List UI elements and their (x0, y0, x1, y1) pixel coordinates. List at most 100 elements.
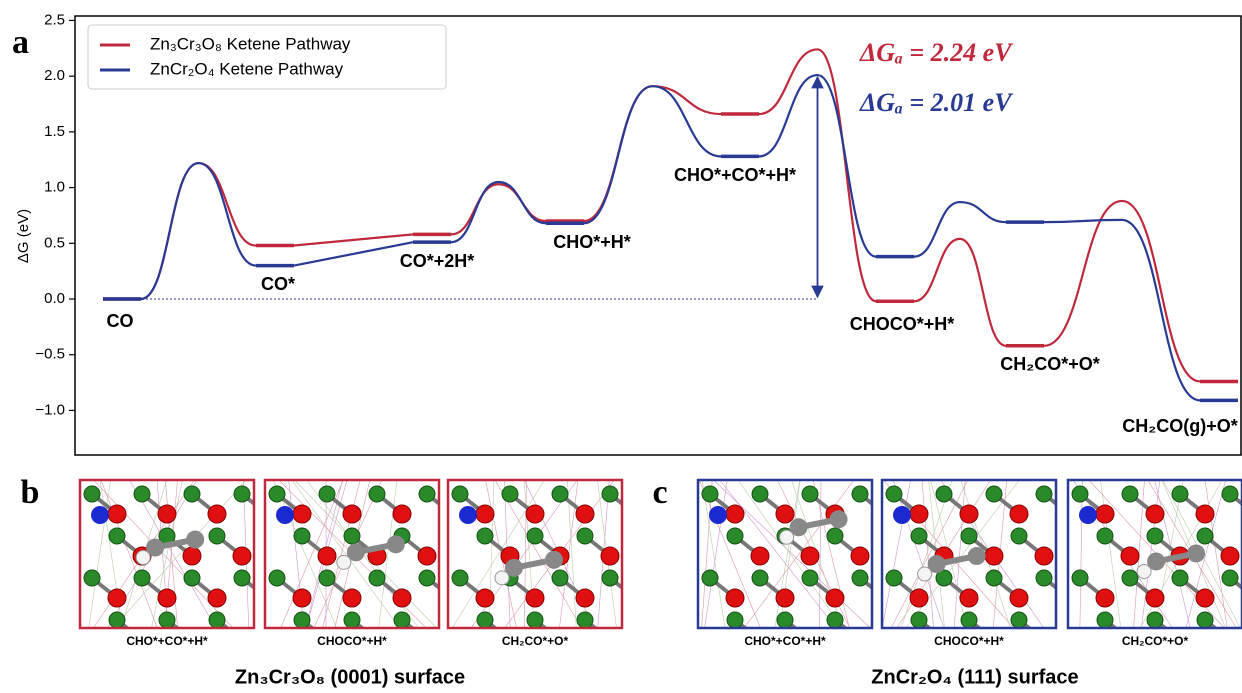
bond (635, 536, 660, 556)
atom-o (1035, 631, 1053, 649)
atom-cr (961, 528, 977, 544)
atom-cr (209, 528, 225, 544)
image-label: CHO*+CO*+H* (744, 634, 826, 648)
atom-o (1096, 589, 1114, 607)
atom-h (337, 555, 351, 569)
atom-h (1137, 564, 1151, 578)
atom-o (258, 589, 276, 607)
atom-o (443, 589, 461, 607)
atom-cr (986, 486, 1002, 502)
structure (699, 480, 919, 649)
atom-cr (269, 570, 285, 586)
atom-cr (259, 612, 275, 628)
atom-o (108, 589, 126, 607)
atom-cr (1122, 486, 1138, 502)
bond-line (524, 480, 526, 628)
atom-cr (1097, 528, 1113, 544)
atom-cr (1036, 570, 1052, 586)
bond (267, 620, 292, 640)
atom-cr (1072, 486, 1088, 502)
atom-o (1196, 505, 1214, 523)
atom-cr (852, 486, 868, 502)
atom-cr (911, 612, 927, 628)
atom-cr (886, 570, 902, 586)
atom-o (651, 547, 669, 565)
atom-cr (1122, 570, 1138, 586)
atom-cr (852, 570, 868, 586)
atom-o (183, 547, 201, 565)
atom-cr (419, 486, 435, 502)
atom-cr (1172, 486, 1188, 502)
atom-o (751, 547, 769, 565)
state-label: CH₂CO*+O* (1000, 354, 1100, 374)
atom-o (1085, 631, 1103, 649)
atom-cr (802, 486, 818, 502)
annotation: ΔGₐ = 2.01 eV (859, 88, 1014, 117)
atom-o (776, 589, 794, 607)
atom-o (985, 547, 1003, 565)
state-label: CHO*+H* (553, 232, 631, 252)
atom-cr (752, 570, 768, 586)
atom-cr (344, 528, 360, 544)
state-label: CO (107, 311, 134, 331)
atom-o (1146, 505, 1164, 523)
atom-o (626, 589, 644, 607)
atom-cr (134, 486, 150, 502)
atom-cr (109, 612, 125, 628)
atom-zn (1079, 506, 1097, 524)
atom-cr (1147, 612, 1163, 628)
atom-zn (459, 506, 477, 524)
state-label: CHOCO*+H* (850, 314, 955, 334)
atom-cr (109, 528, 125, 544)
atom-o (283, 631, 301, 649)
atom-o (910, 505, 928, 523)
atom-o (158, 589, 176, 607)
y-tick-label: 0.5 (44, 234, 65, 251)
atom-cr (234, 570, 250, 586)
atom-o (960, 505, 978, 523)
annotation: ΔGₐ = 2.24 eV (859, 38, 1014, 67)
structure (452, 480, 669, 649)
atom-cr (1011, 612, 1027, 628)
atom-cr (752, 486, 768, 502)
atom-cr (477, 528, 493, 544)
atom-cr (911, 528, 927, 544)
image-label: CHO*+CO*+H* (126, 634, 208, 648)
atom-cr (961, 612, 977, 628)
atom-o (1010, 505, 1028, 523)
atom-o (108, 505, 126, 523)
bond (635, 620, 660, 640)
atom-cr (84, 486, 100, 502)
atom-cr (827, 612, 843, 628)
atom-o (418, 547, 436, 565)
atom-cr (159, 612, 175, 628)
atom-o (526, 505, 544, 523)
atom-o (343, 589, 361, 607)
atom-h (918, 567, 932, 581)
atom-o (526, 589, 544, 607)
atom-cr (1036, 486, 1052, 502)
atom-cr (1197, 528, 1213, 544)
transition-curve (584, 86, 721, 223)
y-tick-label: 2.0 (44, 67, 65, 84)
y-tick-label: −1.0 (35, 401, 65, 418)
atom-o (233, 631, 251, 649)
structure (1072, 480, 1242, 649)
figure: a ΔG (eV) −1.0−0.50.00.51.01.52.02.5COCO… (0, 0, 1242, 693)
atom-cr (702, 486, 718, 502)
atom-cr (602, 570, 618, 586)
atom-cr (552, 486, 568, 502)
atom-o (1010, 589, 1028, 607)
atom-cr (1072, 570, 1088, 586)
atom-cr (344, 612, 360, 628)
atom-o (208, 505, 226, 523)
atom-cr (936, 486, 952, 502)
atom-cr (702, 570, 718, 586)
atom-c (968, 547, 986, 565)
atom-o (283, 547, 301, 565)
atom-cr (802, 570, 818, 586)
atom-o (158, 505, 176, 523)
atom-cr (727, 612, 743, 628)
legend-label: Zn₃Cr₃O₈ Ketene Pathway (150, 34, 351, 53)
atom-cr (269, 486, 285, 502)
